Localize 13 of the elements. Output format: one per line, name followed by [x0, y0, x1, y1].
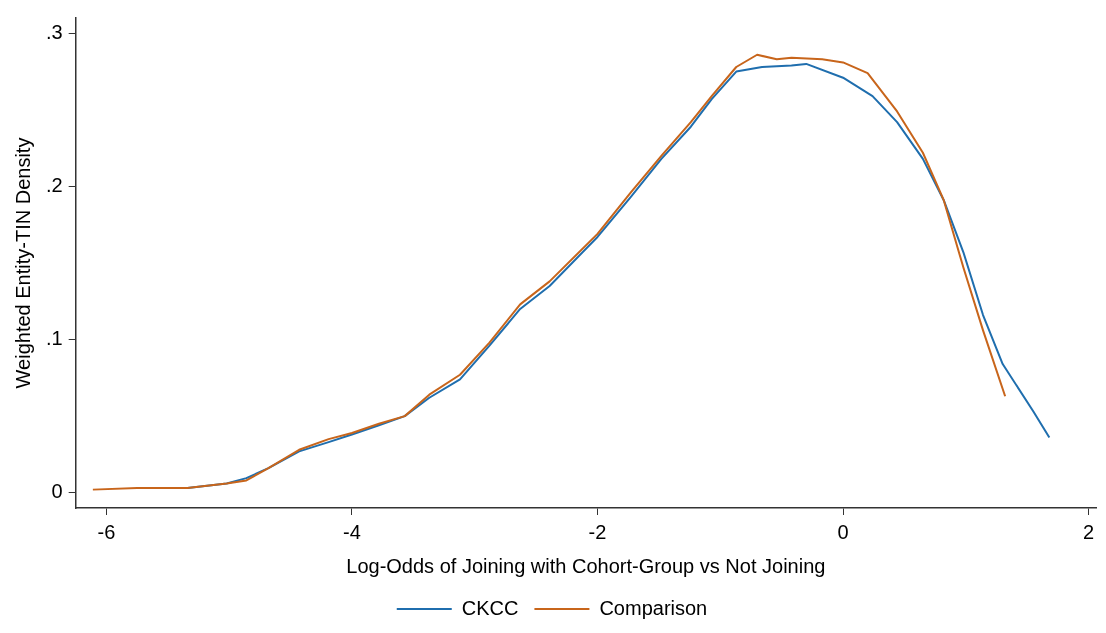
x-tick-label: 2 [1083, 520, 1095, 543]
x-tick-label: -2 [588, 520, 607, 543]
x-axis-title: Log-Odds of Joining with Cohort-Group vs Not Joining [346, 554, 826, 577]
legend-label: CKCC [461, 596, 519, 619]
legend-label: Comparison [599, 596, 708, 619]
x-tick-label: -4 [343, 520, 361, 543]
y-tick-label: .3 [45, 20, 63, 43]
x-tick-label: 0 [837, 520, 849, 543]
y-tick-label: .1 [45, 327, 63, 350]
y-tick-label: 0 [51, 480, 63, 503]
x-tick-label: -6 [97, 520, 116, 543]
y-axis-title: Weighted Entity-TIN Density [11, 137, 34, 389]
y-tick-label: .2 [45, 173, 63, 196]
